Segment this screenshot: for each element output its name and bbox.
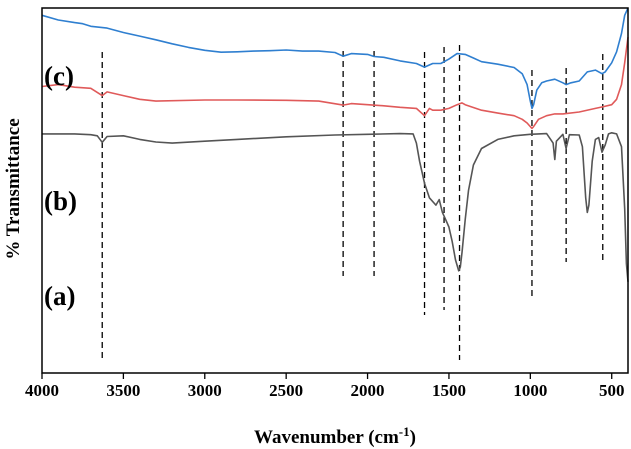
x-tick-label: 2000 (351, 381, 385, 400)
curve-tags: (a) (b) (c) (44, 61, 77, 311)
x-tick-label: 3500 (106, 381, 140, 400)
x-axis-title-sup: -1 (399, 424, 410, 439)
series-line (42, 132, 629, 282)
x-ticks: 4000 3500 3000 2500 2000 1500 1000 500 (25, 373, 624, 400)
x-axis-title-close: ) (410, 427, 416, 448)
x-tick-label: 1500 (432, 381, 466, 400)
series-group (41, 7, 629, 282)
curve-tag: (b) (44, 186, 77, 216)
x-axis-title-main: Wavenumber (cm (254, 427, 399, 448)
marker-lines (101, 45, 604, 360)
x-tick-label: 4000 (25, 381, 59, 400)
curve-tag: (c) (44, 61, 74, 91)
x-axis-title: Wavenumber (cm-1) (254, 424, 416, 448)
plot-frame (41, 7, 629, 374)
x-tick-label: 500 (599, 381, 625, 400)
series-line (41, 37, 629, 130)
series-line (41, 7, 629, 110)
curve-tag: (a) (44, 281, 75, 311)
x-tick-label: 3000 (188, 381, 222, 400)
x-tick-label: 1000 (513, 381, 547, 400)
x-tick-label: 2500 (269, 381, 303, 400)
y-axis-title: % Transmittance (3, 118, 24, 259)
